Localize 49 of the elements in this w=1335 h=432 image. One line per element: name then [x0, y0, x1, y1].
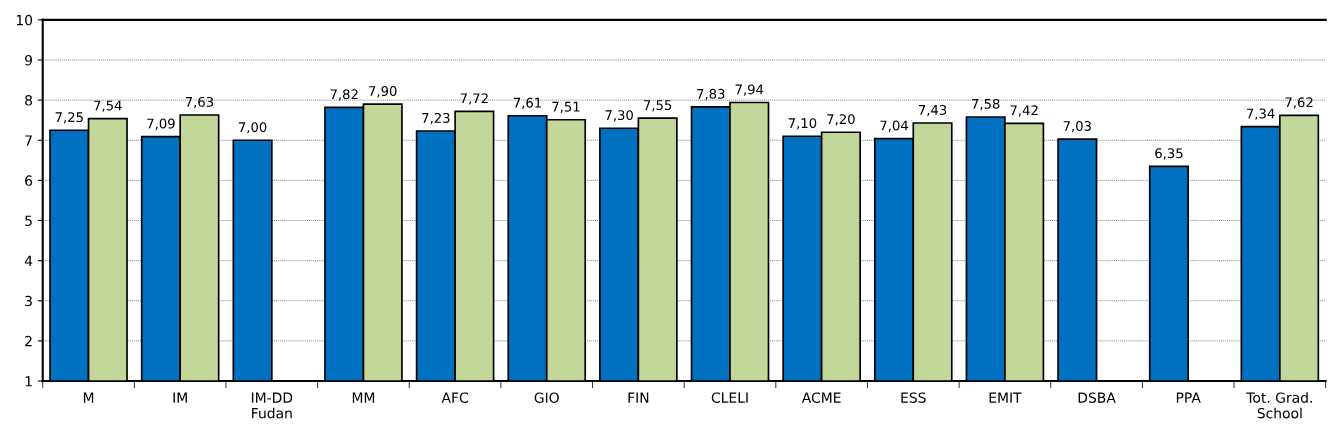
data-label: 7,58 — [972, 98, 1000, 111]
x-tick-label: AFC — [441, 392, 468, 403]
x-tick-label: CLELI — [711, 392, 748, 403]
data-label: 7,25 — [55, 112, 83, 124]
x-tick-label: EMIT — [989, 392, 1022, 403]
y-tick-label: 2 — [25, 335, 32, 347]
data-label: 7,51 — [552, 101, 580, 114]
data-label: 7,23 — [422, 112, 450, 125]
data-label: 7,42 — [1010, 105, 1038, 117]
y-tick-label: 10 — [16, 14, 33, 26]
x-tick-label: Tot. Grad. School — [1246, 392, 1312, 419]
x-tick-label: GIO — [534, 392, 559, 403]
data-label: 7,43 — [918, 104, 947, 117]
x-tick-label: ESS — [901, 392, 926, 403]
x-tick-label: PPA — [1176, 392, 1201, 403]
data-label: 7,54 — [94, 100, 122, 112]
data-label: 7,04 — [880, 120, 908, 132]
y-tick-label: 6 — [25, 175, 33, 186]
data-label: 7,55 — [644, 100, 672, 112]
x-tick-label: IM-DD Fudan — [251, 392, 293, 419]
y-tick-label: 4 — [24, 255, 33, 266]
data-label: 7,63 — [185, 96, 214, 109]
data-label: 7,72 — [460, 93, 488, 105]
x-tick-label: MM — [352, 392, 375, 403]
data-label: 7,34 — [1246, 108, 1275, 120]
y-tick-label: 7 — [25, 135, 32, 146]
x-tick-label: IM — [173, 392, 187, 403]
data-label: 7,82 — [330, 89, 358, 101]
data-label: 7,61 — [513, 97, 541, 110]
x-tick-label: ACME — [801, 392, 841, 403]
x-tick-label: M — [83, 392, 94, 403]
data-label: 7,30 — [605, 110, 633, 122]
data-label: 7,83 — [697, 88, 725, 101]
data-label: 7,09 — [147, 118, 175, 130]
y-tick-label: 3 — [25, 295, 32, 307]
y-tick-label: 5 — [25, 215, 32, 226]
data-label: 7,10 — [788, 118, 817, 130]
x-tick-label: FIN — [628, 392, 649, 403]
y-tick-label: 8 — [25, 95, 33, 106]
y-tick-label: 1 — [25, 376, 32, 387]
data-label: 7,94 — [735, 84, 764, 96]
data-label: 7,00 — [238, 122, 267, 134]
data-label: 7,20 — [827, 114, 855, 126]
y-tick-label: 9 — [25, 54, 33, 66]
data-label: 7,03 — [1063, 120, 1091, 133]
data-label: 6,35 — [1155, 148, 1183, 160]
data-label: 7,90 — [369, 86, 397, 98]
data-label: 7,62 — [1285, 97, 1313, 109]
x-tick-label: DSBA — [1078, 392, 1116, 403]
